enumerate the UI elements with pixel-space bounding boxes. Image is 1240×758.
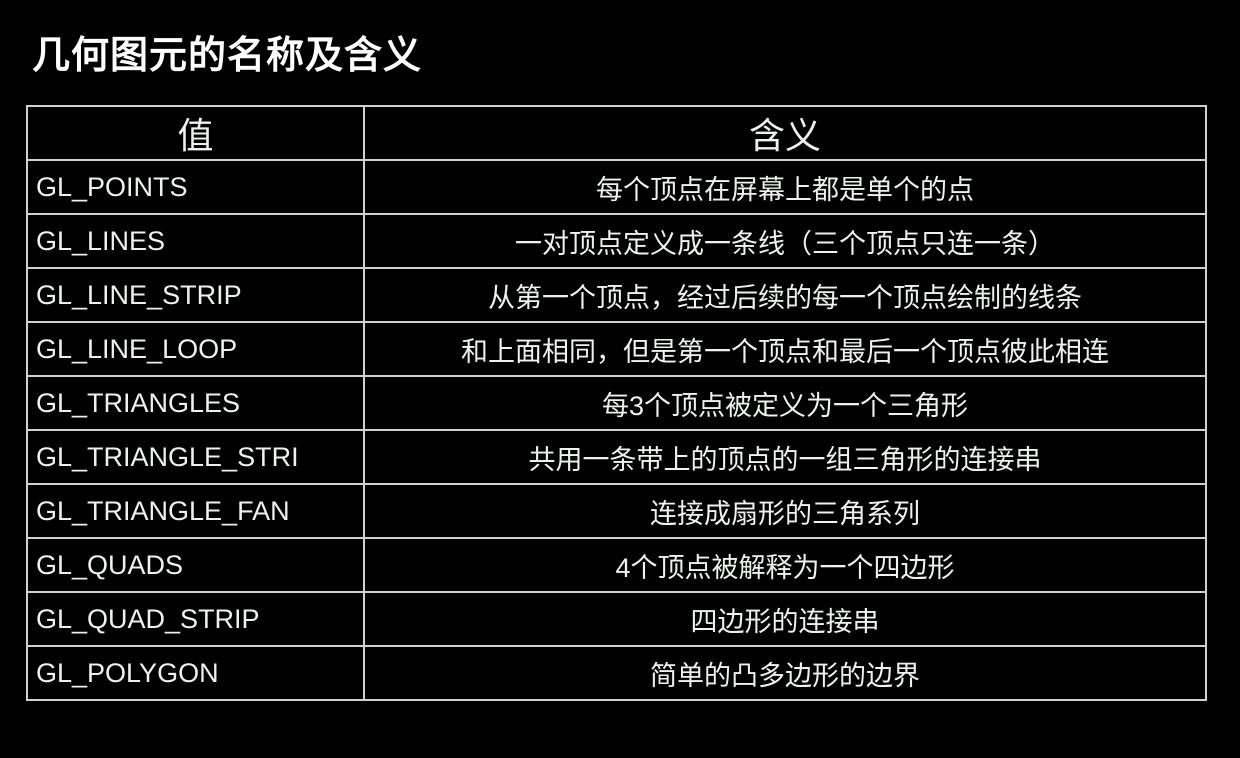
cell-meaning: 和上面相同，但是第一个顶点和最后一个顶点彼此相连 [363, 321, 1207, 377]
cell-value: GL_TRIANGLE_FAN [26, 483, 365, 539]
table-row: GL_LINE_LOOP 和上面相同，但是第一个顶点和最后一个顶点彼此相连 [26, 321, 1207, 377]
cell-meaning: 四边形的连接串 [363, 591, 1207, 647]
cell-value: GL_LINES [26, 213, 365, 269]
cell-value: GL_TRIANGLE_STRI [26, 429, 365, 485]
table-row: GL_LINES 一对顶点定义成一条线（三个顶点只连一条） [26, 213, 1207, 269]
header-value: 值 [26, 105, 365, 161]
table-row: GL_LINE_STRIP 从第一个顶点，经过后续的每一个顶点绘制的线条 [26, 267, 1207, 323]
cell-meaning: 4个顶点被解释为一个四边形 [363, 537, 1207, 593]
table-row: GL_TRIANGLE_STRI 共用一条带上的顶点的一组三角形的连接串 [26, 429, 1207, 485]
primitives-table: 值 含义 GL_POINTS 每个顶点在屏幕上都是单个的点 GL_LINES 一对顶点… [26, 105, 1207, 701]
cell-value: GL_QUADS [26, 537, 365, 593]
cell-meaning: 每个顶点在屏幕上都是单个的点 [363, 159, 1207, 215]
cell-meaning: 每3个顶点被定义为一个三角形 [363, 375, 1207, 431]
cell-meaning: 简单的凸多边形的边界 [363, 645, 1207, 701]
cell-value: GL_LINE_LOOP [26, 321, 365, 377]
table-row: GL_POLYGON 简单的凸多边形的边界 [26, 645, 1207, 701]
cell-meaning: 连接成扇形的三角系列 [363, 483, 1207, 539]
table-row: GL_TRIANGLE_FAN 连接成扇形的三角系列 [26, 483, 1207, 539]
table-row: GL_TRIANGLES 每3个顶点被定义为一个三角形 [26, 375, 1207, 431]
table-row: GL_QUADS 4个顶点被解释为一个四边形 [26, 537, 1207, 593]
table-header-row: 值 含义 [26, 105, 1207, 161]
page-title: 几何图元的名称及含义 [32, 35, 423, 77]
cell-meaning: 从第一个顶点，经过后续的每一个顶点绘制的线条 [363, 267, 1207, 323]
cell-value: GL_TRIANGLES [26, 375, 365, 431]
table-row: GL_QUAD_STRIP 四边形的连接串 [26, 591, 1207, 647]
cell-meaning: 一对顶点定义成一条线（三个顶点只连一条） [363, 213, 1207, 269]
cell-meaning: 共用一条带上的顶点的一组三角形的连接串 [363, 429, 1207, 485]
header-meaning: 含义 [363, 105, 1207, 161]
cell-value: GL_QUAD_STRIP [26, 591, 365, 647]
cell-value: GL_LINE_STRIP [26, 267, 365, 323]
cell-value: GL_POINTS [26, 159, 365, 215]
table-row: GL_POINTS 每个顶点在屏幕上都是单个的点 [26, 159, 1207, 215]
cell-value: GL_POLYGON [26, 645, 365, 701]
